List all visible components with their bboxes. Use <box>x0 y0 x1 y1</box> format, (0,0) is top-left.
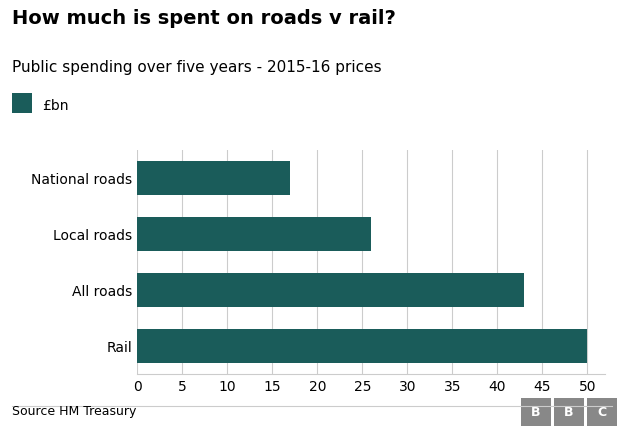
Text: How much is spent on roads v rail?: How much is spent on roads v rail? <box>12 9 396 28</box>
Bar <box>137 218 371 251</box>
Text: C: C <box>598 405 607 418</box>
Bar <box>137 329 587 363</box>
Text: B: B <box>531 405 541 418</box>
Bar <box>137 162 290 195</box>
Bar <box>137 273 524 307</box>
Text: Public spending over five years - 2015-16 prices: Public spending over five years - 2015-1… <box>12 60 382 75</box>
Text: Source HM Treasury: Source HM Treasury <box>12 404 137 417</box>
Text: £bn: £bn <box>42 98 68 112</box>
Text: B: B <box>564 405 574 418</box>
